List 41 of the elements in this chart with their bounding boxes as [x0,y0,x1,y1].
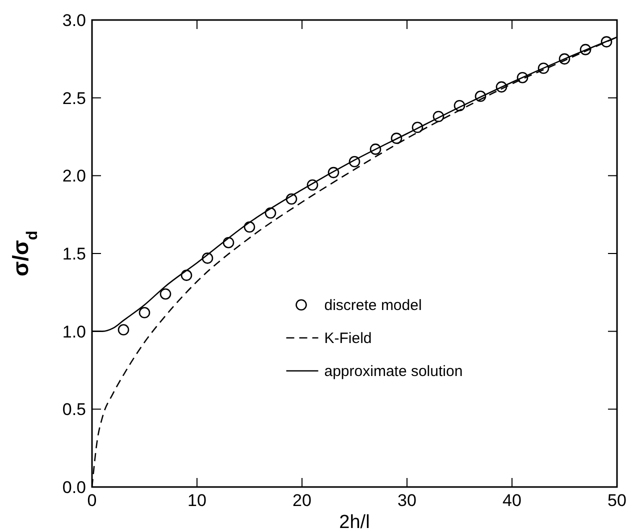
legend-label: approximate solution [324,362,463,380]
x-tick-label: 0 [87,491,97,510]
y-tick-label: 0.0 [62,478,86,497]
point [432,110,444,122]
point [328,166,340,178]
point [118,324,130,336]
y-tick-label: 2.0 [62,166,86,186]
point [412,122,424,134]
y-tick-label: 2.5 [62,88,86,108]
point [538,62,550,74]
y-tick-label: 1.0 [62,322,86,342]
y-tick-label: 3.0 [62,11,86,30]
x-tick-label: 30 [398,491,416,510]
point [160,288,172,300]
point [390,132,402,144]
point [348,156,360,168]
legend-label: discrete model [324,296,422,314]
point [558,53,570,65]
point [244,221,256,233]
point [474,90,486,102]
point [306,179,318,191]
point [580,44,592,56]
x-tick-label: 10 [188,491,206,510]
point [370,144,382,155]
point [264,207,276,219]
x-axis-title: 2h/l [339,512,370,531]
point [180,270,192,281]
y-tick-label: 0.5 [62,400,86,420]
point [454,100,466,112]
legend-label: K-Field [324,330,372,347]
x-tick-label: 20 [292,491,312,510]
point [600,36,612,48]
point [286,193,298,205]
x-tick-label: 40 [502,491,522,510]
point [516,72,528,84]
y-tick-label: 1.5 [62,244,86,264]
point [222,236,234,248]
x-tick-label: 50 [608,491,626,510]
point [496,81,508,93]
point [202,252,214,264]
point [138,307,150,318]
